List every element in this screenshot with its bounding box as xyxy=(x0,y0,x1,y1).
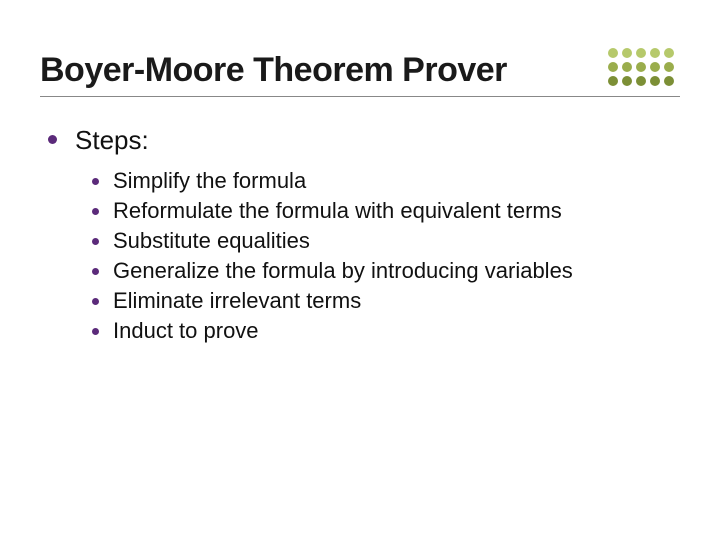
decorative-dot xyxy=(622,76,632,86)
list-item-text: Generalize the formula by introducing va… xyxy=(113,258,573,284)
decorative-dot xyxy=(650,62,660,72)
decorative-dot xyxy=(636,76,646,86)
decorative-dot xyxy=(608,76,618,86)
list-item-text: Reformulate the formula with equivalent … xyxy=(113,198,562,224)
decorative-dot xyxy=(608,62,618,72)
list-item: Substitute equalities xyxy=(92,228,680,254)
decorative-dot xyxy=(622,48,632,58)
decorative-dot xyxy=(636,48,646,58)
title-row: Boyer-Moore Theorem Prover xyxy=(40,48,680,97)
decorative-dot xyxy=(650,48,660,58)
bullet-icon xyxy=(92,328,99,335)
bullet-icon xyxy=(92,298,99,305)
decorative-dot-grid xyxy=(608,48,674,86)
bullet-icon xyxy=(92,208,99,215)
heading-row: Steps: xyxy=(48,125,680,156)
decorative-dot xyxy=(608,48,618,58)
bullet-icon xyxy=(92,178,99,185)
bullet-icon xyxy=(48,135,57,144)
decorative-dot xyxy=(664,48,674,58)
slide: Boyer-Moore Theorem Prover Steps: Simpli… xyxy=(0,0,720,540)
bullet-icon xyxy=(92,238,99,245)
decorative-dot xyxy=(636,62,646,72)
list-item-text: Eliminate irrelevant terms xyxy=(113,288,361,314)
list-item: Induct to prove xyxy=(92,318,680,344)
decorative-dot xyxy=(650,76,660,86)
slide-title: Boyer-Moore Theorem Prover xyxy=(40,51,507,90)
list-item: Reformulate the formula with equivalent … xyxy=(92,198,680,224)
decorative-dot xyxy=(664,76,674,86)
list-item-text: Simplify the formula xyxy=(113,168,306,194)
steps-list: Simplify the formula Reformulate the form… xyxy=(48,168,680,344)
decorative-dot xyxy=(622,62,632,72)
list-item: Eliminate irrelevant terms xyxy=(92,288,680,314)
list-item: Generalize the formula by introducing va… xyxy=(92,258,680,284)
bullet-icon xyxy=(92,268,99,275)
list-item-text: Substitute equalities xyxy=(113,228,310,254)
list-item-text: Induct to prove xyxy=(113,318,259,344)
heading-text: Steps: xyxy=(75,125,149,156)
list-item: Simplify the formula xyxy=(92,168,680,194)
content-area: Steps: Simplify the formula Reformulate t… xyxy=(40,125,680,344)
decorative-dot xyxy=(664,62,674,72)
